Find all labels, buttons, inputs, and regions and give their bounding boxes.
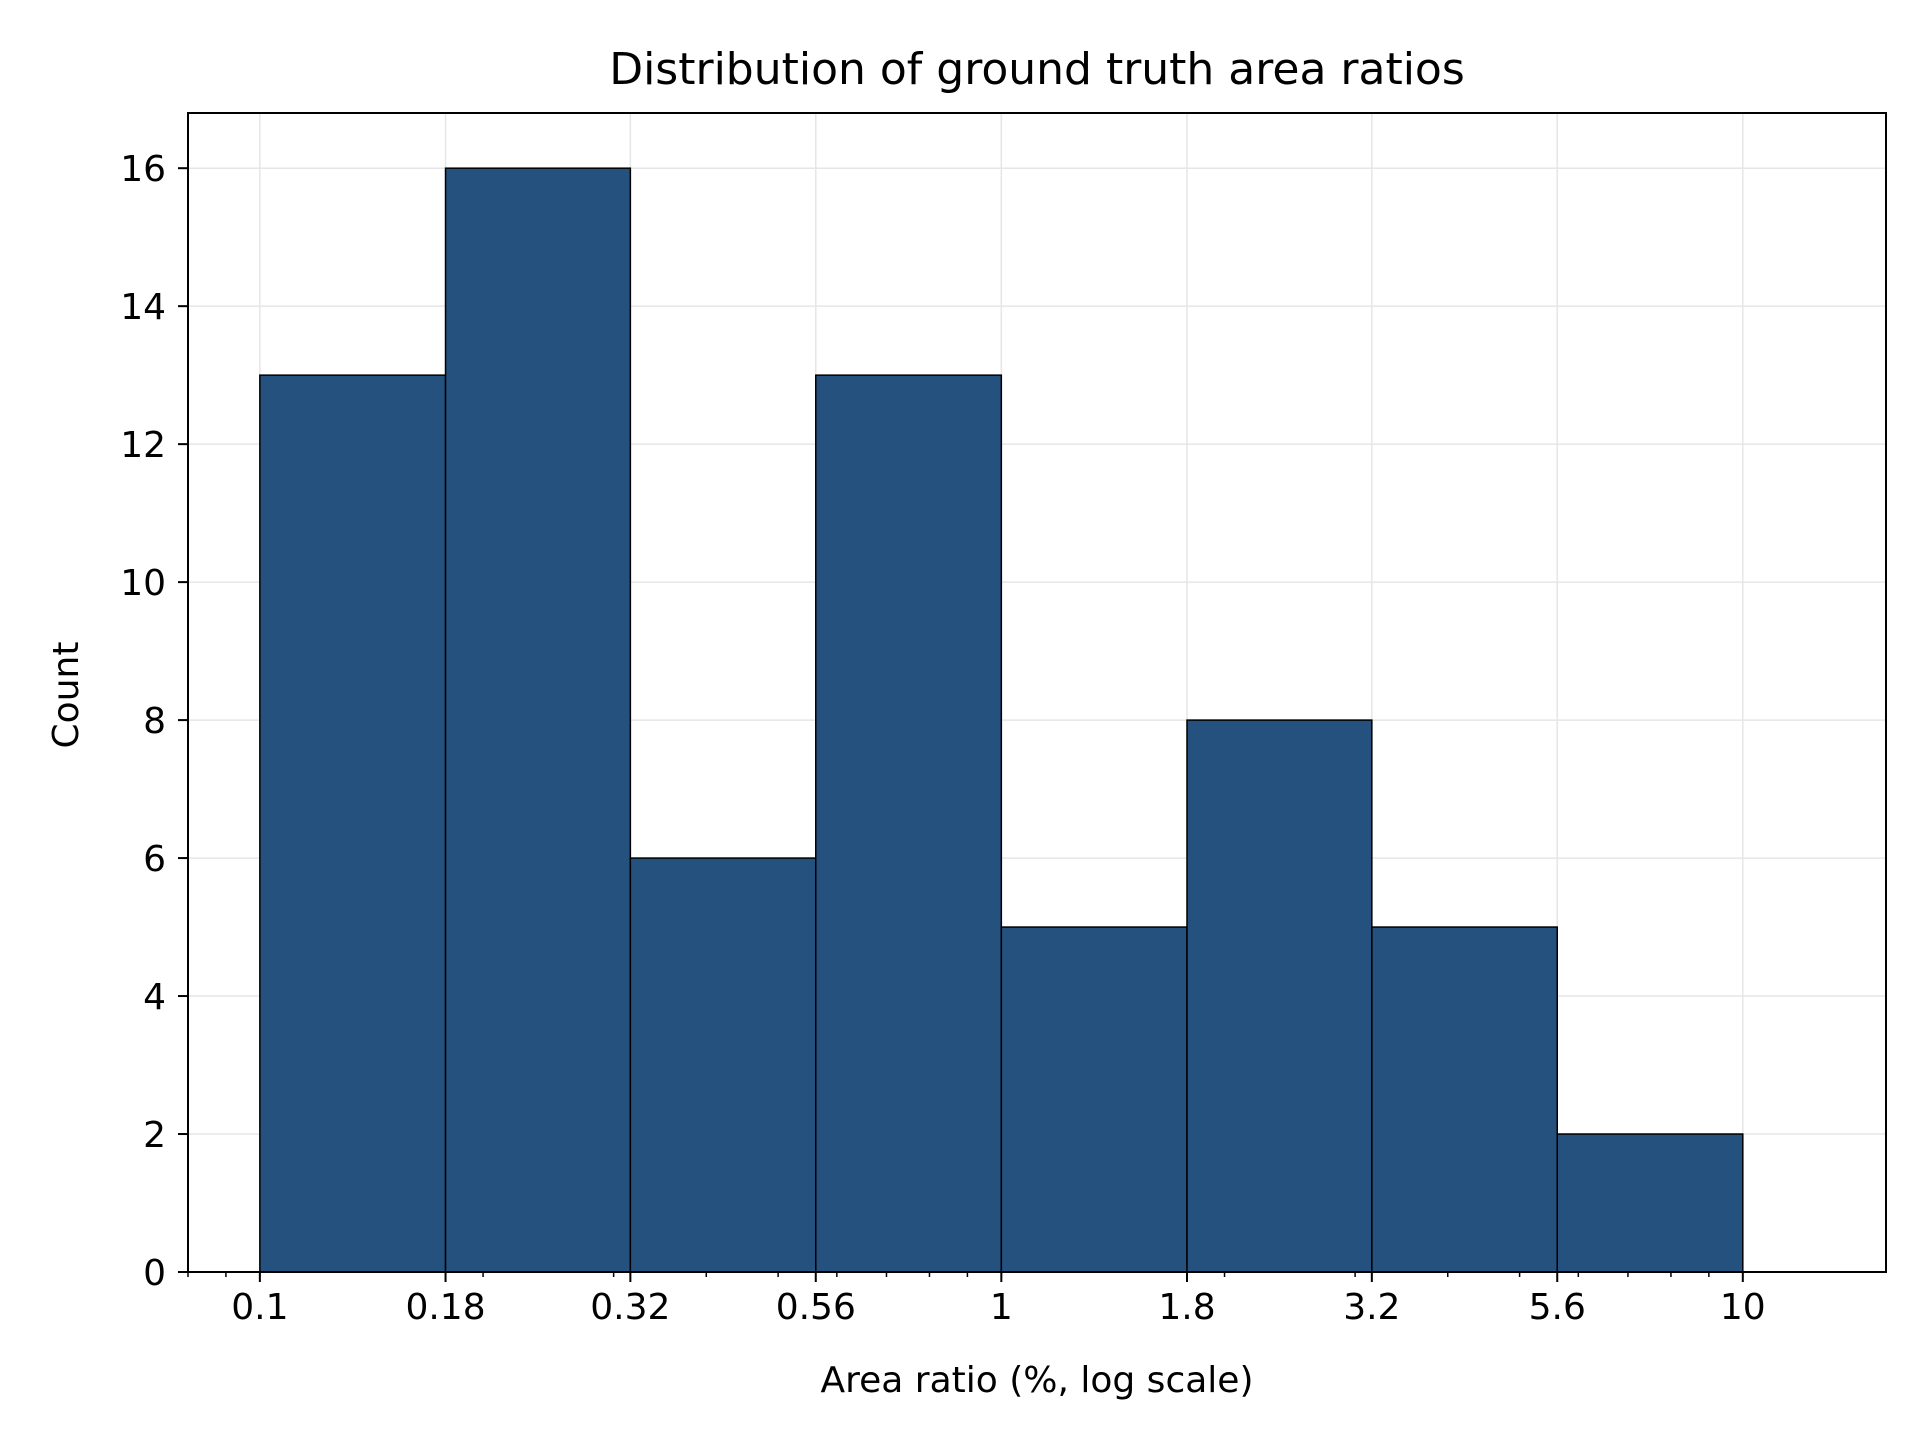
chart-title: Distribution of ground truth area ratios xyxy=(609,44,1465,95)
histogram-bar xyxy=(1000,926,1188,1273)
x-tick-label: 5.6 xyxy=(1529,1287,1586,1328)
x-tick-label: 1 xyxy=(990,1287,1013,1328)
x-tick-label: 1.8 xyxy=(1158,1287,1215,1328)
y-tick-label: 0 xyxy=(143,1253,166,1294)
y-tick-label: 6 xyxy=(143,839,166,880)
histogram-bar xyxy=(444,167,632,1273)
x-tick-label: 0.18 xyxy=(405,1287,485,1328)
y-tick-label: 16 xyxy=(120,149,166,190)
histogram-bar xyxy=(629,857,817,1273)
y-tick-label: 14 xyxy=(120,287,166,328)
bars xyxy=(259,167,1744,1273)
x-tick-label: 0.1 xyxy=(231,1287,288,1328)
y-axis-label: Count xyxy=(46,642,87,749)
y-tick-label: 10 xyxy=(120,563,166,604)
x-axis: 0.1 0.18 0.32 0.56 1 1.8 3.2 5.6 10 xyxy=(187,1272,1766,1328)
histogram-bar xyxy=(259,374,447,1273)
histogram-bar xyxy=(1186,719,1373,1273)
x-axis-label: Area ratio (%, log scale) xyxy=(820,1360,1253,1401)
histogram-bar xyxy=(815,374,1003,1273)
y-axis: 0 2 4 6 8 10 12 14 16 xyxy=(120,149,188,1294)
y-tick-label: 12 xyxy=(120,425,166,466)
y-tick-label: 8 xyxy=(143,701,166,742)
histogram-bar xyxy=(1371,926,1558,1273)
x-tick-label: 0.56 xyxy=(776,1287,856,1328)
y-tick-label: 2 xyxy=(143,1115,166,1156)
y-tick-label: 4 xyxy=(143,977,166,1018)
histogram-bar xyxy=(1556,1133,1744,1273)
x-tick-label: 0.32 xyxy=(590,1287,670,1328)
x-tick-label: 3.2 xyxy=(1343,1287,1400,1328)
x-tick-label: 10 xyxy=(1720,1287,1766,1328)
plot-frame xyxy=(187,112,1887,1273)
